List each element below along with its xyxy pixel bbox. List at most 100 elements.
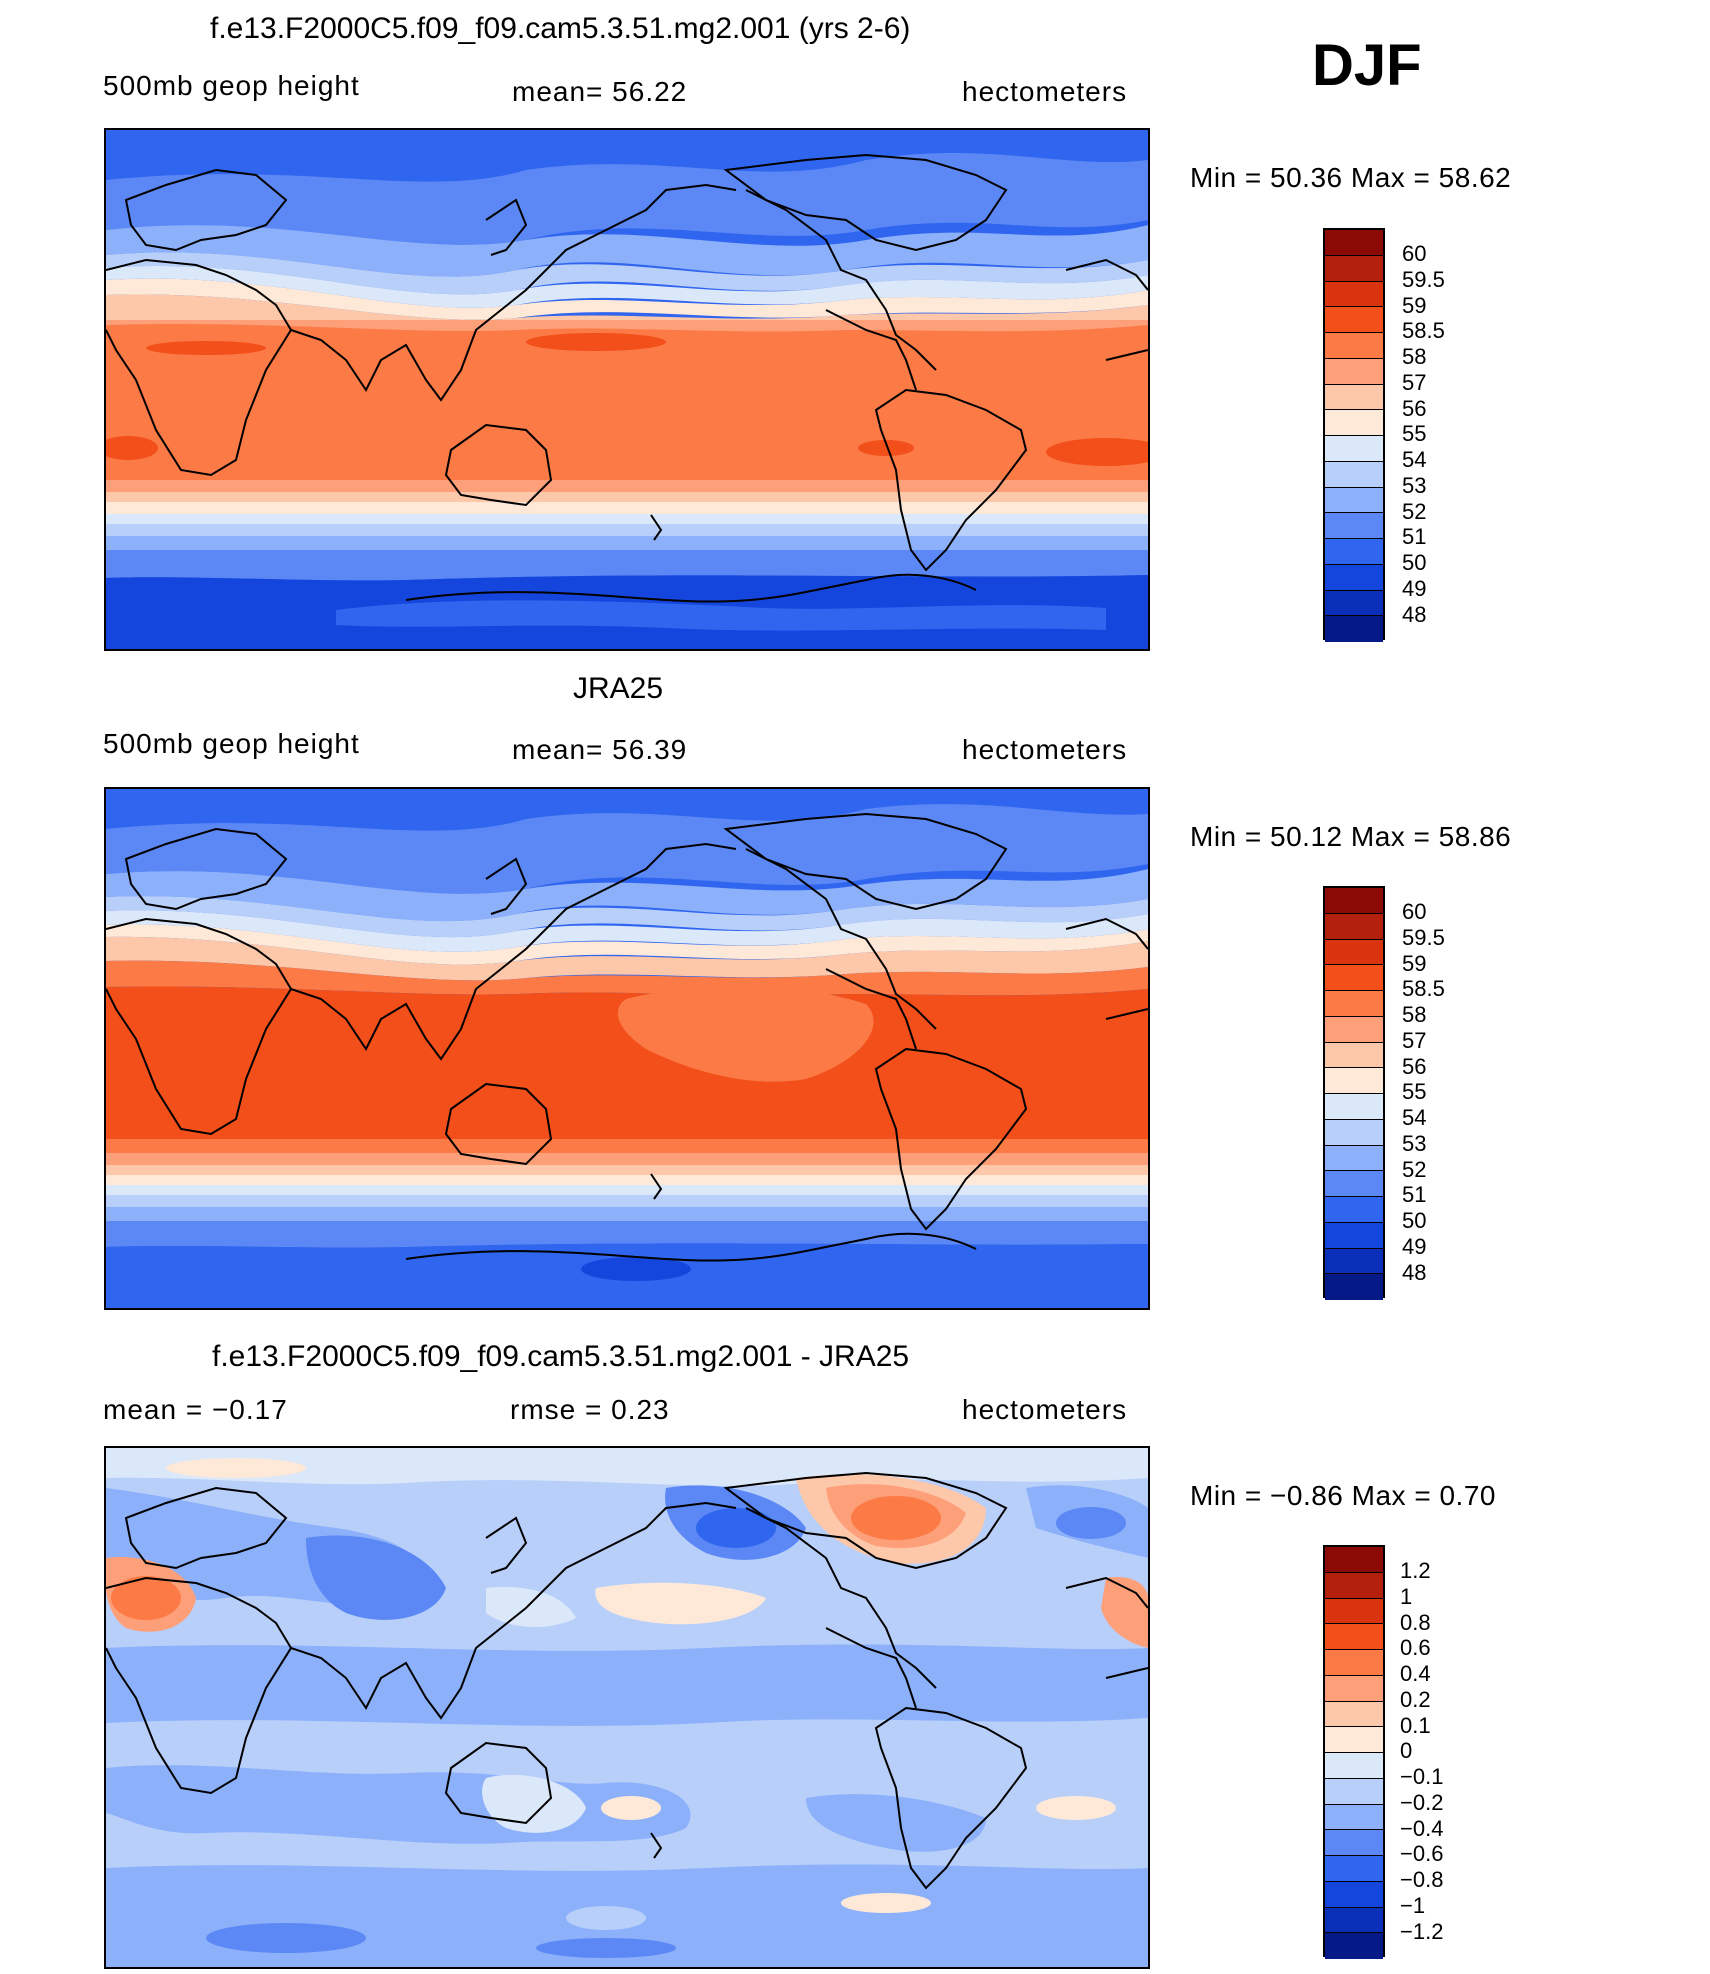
colorbar-obs-label: 48 xyxy=(1402,1260,1427,1285)
colorbar-obs-swatch xyxy=(1325,1016,1383,1043)
colorbar-model-label: 51 xyxy=(1402,524,1427,549)
panel-title-model: f.e13.F2000C5.f09_f09.cam5.3.51.mg2.001 … xyxy=(210,12,911,45)
colorbar-model-swatch xyxy=(1325,230,1383,256)
colorbar-obs-label: 60 xyxy=(1402,899,1427,924)
colorbar-diff-swatch xyxy=(1325,1830,1383,1856)
colorbar-model-swatch xyxy=(1325,590,1383,617)
colorbar-model-label: 56 xyxy=(1402,396,1427,421)
colorbar-model-swatch xyxy=(1325,255,1383,282)
colorbar-diff-label: −1 xyxy=(1400,1893,1426,1918)
colorbar-obs-label: 57 xyxy=(1402,1028,1427,1053)
colorbar-diff-swatch xyxy=(1325,1778,1383,1805)
map-diff-field xyxy=(106,1448,1148,1967)
map-obs-field xyxy=(106,789,1148,1308)
colorbar-model-label: 52 xyxy=(1402,499,1427,524)
colorbar-obs-swatch xyxy=(1325,1068,1383,1094)
colorbar-diff-label: −0.8 xyxy=(1400,1867,1444,1892)
colorbar-diff-swatch xyxy=(1325,1881,1383,1908)
colorbar-obs-label: 58 xyxy=(1402,1002,1427,1027)
colorbar-diff-label: 0.1 xyxy=(1400,1713,1431,1738)
colorbar-diff-label: 0.2 xyxy=(1400,1687,1431,1712)
colorbar-diff xyxy=(1323,1545,1385,1959)
colorbar-model-label: 53 xyxy=(1402,473,1427,498)
colorbar-model-label: 54 xyxy=(1402,447,1427,472)
units-label-diff: hectometers xyxy=(962,1394,1128,1425)
colorbar-diff-label: 0.6 xyxy=(1400,1635,1431,1660)
colorbar-obs-label: 50 xyxy=(1402,1208,1427,1233)
colorbar-diff-label: 0 xyxy=(1400,1738,1413,1763)
colorbar-obs-label: 49 xyxy=(1402,1234,1427,1259)
colorbar-obs-label: 58.5 xyxy=(1402,976,1445,1001)
colorbar-model-swatch xyxy=(1325,513,1383,539)
colorbar-obs-label: 51 xyxy=(1402,1182,1427,1207)
colorbar-model-swatch xyxy=(1325,436,1383,462)
colorbar-obs-swatch xyxy=(1325,1222,1383,1249)
colorbar-diff-swatch xyxy=(1325,1907,1383,1934)
colorbar-diff-label: −0.2 xyxy=(1400,1790,1444,1815)
colorbar-model-swatch xyxy=(1325,461,1383,488)
variable-label-model: 500mb geop height xyxy=(103,70,360,101)
colorbar-model-label: 60 xyxy=(1402,241,1427,266)
mean-label-diff: mean = −0.17 xyxy=(103,1394,288,1425)
colorbar-model-swatch xyxy=(1325,307,1383,333)
colorbar-obs-label: 59 xyxy=(1402,951,1427,976)
colorbar-diff-label: −0.6 xyxy=(1400,1841,1444,1866)
colorbar-model-label: 55 xyxy=(1402,421,1427,446)
colorbar-model-swatch xyxy=(1325,616,1383,642)
colorbar-diff-label: −1.2 xyxy=(1400,1919,1444,1944)
colorbar-diff-swatch xyxy=(1325,1547,1383,1573)
colorbar-obs-label: 54 xyxy=(1402,1105,1427,1130)
units-label-obs: hectometers xyxy=(962,734,1128,765)
panel-title-diff: f.e13.F2000C5.f09_f09.cam5.3.51.mg2.001 … xyxy=(212,1340,910,1373)
colorbar-model-label: 50 xyxy=(1402,550,1427,575)
colorbar-obs-label: 59.5 xyxy=(1402,925,1445,950)
colorbar-model-swatch xyxy=(1325,384,1383,411)
colorbar-diff-label: 1.2 xyxy=(1400,1558,1431,1583)
colorbar-obs-swatch xyxy=(1325,888,1383,914)
colorbar-obs-swatch xyxy=(1325,1119,1383,1146)
colorbar-model-swatch xyxy=(1325,539,1383,565)
colorbar-obs-label: 53 xyxy=(1402,1131,1427,1156)
panel-title-obs: JRA25 xyxy=(573,672,664,705)
colorbar-diff-label: 0.8 xyxy=(1400,1610,1431,1635)
colorbar-model-swatch xyxy=(1325,564,1383,591)
colorbar-obs-swatch xyxy=(1325,1171,1383,1197)
colorbar-diff-labels: 1.2 1 0.8 0.6 0.4 0.2 0.1 0 −0.1 −0.2 −0… xyxy=(1400,1545,1500,1957)
colorbar-model-swatch xyxy=(1325,358,1383,385)
colorbar-diff-swatch xyxy=(1325,1701,1383,1728)
colorbar-obs-swatch xyxy=(1325,1042,1383,1069)
colorbar-model xyxy=(1323,228,1385,642)
colorbar-model-label: 57 xyxy=(1402,370,1427,395)
colorbar-model-swatch xyxy=(1325,487,1383,514)
colorbar-model-label: 49 xyxy=(1402,576,1427,601)
colorbar-obs-label: 55 xyxy=(1402,1079,1427,1104)
colorbar-model-swatch xyxy=(1325,281,1383,308)
colorbar-model-labels: 60 59.5 59 58.5 58 57 56 55 54 53 52 51 … xyxy=(1402,228,1492,640)
colorbar-model-label: 59.5 xyxy=(1402,267,1445,292)
colorbar-obs-swatch xyxy=(1325,1274,1383,1300)
map-model xyxy=(104,128,1150,651)
season-label: DJF xyxy=(1312,33,1422,98)
map-diff xyxy=(104,1446,1150,1969)
units-label-model: hectometers xyxy=(962,76,1128,107)
colorbar-diff-swatch xyxy=(1325,1804,1383,1831)
colorbar-obs-swatch xyxy=(1325,913,1383,940)
colorbar-diff-swatch xyxy=(1325,1753,1383,1779)
colorbar-obs-swatch xyxy=(1325,1197,1383,1223)
colorbar-obs-swatch xyxy=(1325,965,1383,991)
colorbar-model-label: 58 xyxy=(1402,344,1427,369)
mean-label-model: mean= 56.22 xyxy=(512,76,688,107)
colorbar-diff-swatch xyxy=(1325,1856,1383,1882)
colorbar-diff-label: −0.1 xyxy=(1400,1764,1444,1789)
colorbar-obs-swatch xyxy=(1325,1145,1383,1172)
colorbar-diff-label: −0.4 xyxy=(1400,1816,1444,1841)
colorbar-diff-swatch xyxy=(1325,1572,1383,1599)
colorbar-model-label: 48 xyxy=(1402,602,1427,627)
colorbar-diff-swatch xyxy=(1325,1727,1383,1753)
colorbar-diff-swatch xyxy=(1325,1933,1383,1959)
colorbar-model-swatch xyxy=(1325,410,1383,436)
colorbar-diff-swatch xyxy=(1325,1598,1383,1625)
colorbar-model-label: 59 xyxy=(1402,293,1427,318)
colorbar-model-swatch xyxy=(1325,333,1383,359)
colorbar-diff-swatch xyxy=(1325,1675,1383,1702)
